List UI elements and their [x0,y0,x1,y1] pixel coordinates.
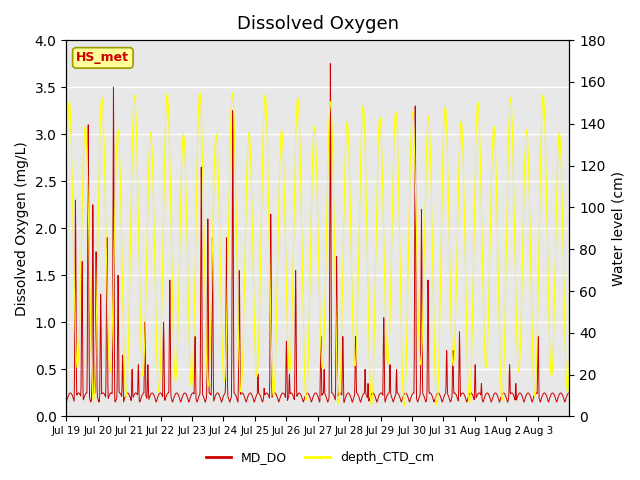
Y-axis label: Water level (cm): Water level (cm) [611,171,625,286]
Y-axis label: Dissolved Oxygen (mg/L): Dissolved Oxygen (mg/L) [15,141,29,316]
Text: HS_met: HS_met [76,51,129,64]
Title: Dissolved Oxygen: Dissolved Oxygen [237,15,399,33]
Legend: MD_DO, depth_CTD_cm: MD_DO, depth_CTD_cm [200,446,440,469]
